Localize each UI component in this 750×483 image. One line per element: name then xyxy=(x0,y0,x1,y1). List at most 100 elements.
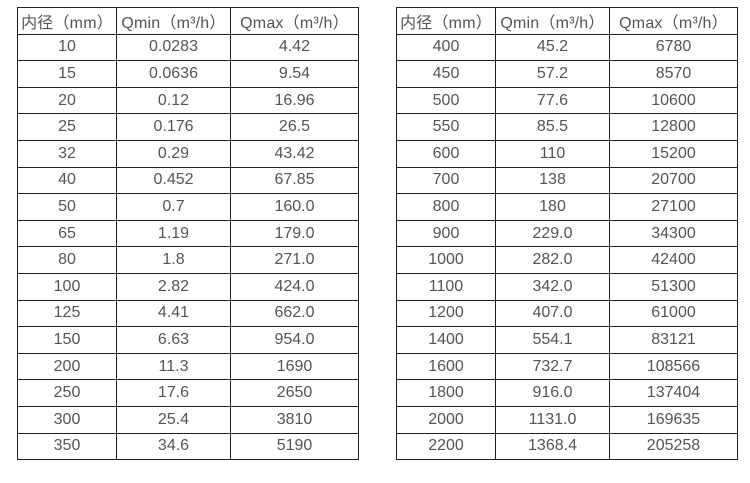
table-cell: 916.0 xyxy=(495,379,610,407)
table-cell: 550 xyxy=(396,113,496,141)
table-cell: 51300 xyxy=(609,272,738,301)
table-cell: 110 xyxy=(495,139,610,168)
table-cell: 100 xyxy=(17,272,117,301)
table-row: 80 1.8 271.0 xyxy=(17,246,359,274)
table-cell: 282.0 xyxy=(495,246,610,274)
table-row: 10 0.0283 4.42 xyxy=(17,33,359,62)
table-cell: 45.2 xyxy=(495,33,610,62)
table-cell: 34300 xyxy=(609,219,738,248)
table-cell: 10 xyxy=(17,33,117,62)
table-cell: 160.0 xyxy=(230,193,359,221)
table-cell: 11.3 xyxy=(116,352,231,381)
table-row: 40 0.452 67.85 xyxy=(17,166,359,195)
table-cell: 205258 xyxy=(609,432,738,461)
table-cell: 150 xyxy=(17,326,117,354)
table-cell: 450 xyxy=(396,60,496,88)
header-row: 内径（mm） Qmin（m³/h） Qmax（m³/h） xyxy=(17,7,359,35)
table-row: 350 34.6 5190 xyxy=(17,432,359,461)
table-cell: 2650 xyxy=(230,379,359,407)
table-cell: 800 xyxy=(396,193,496,221)
table-cell: 229.0 xyxy=(495,219,610,248)
table-row: 50 0.7 160.0 xyxy=(17,193,359,221)
header-row: 内径（mm） Qmin（m³/h） Qmax（m³/h） xyxy=(396,7,738,35)
table-row: 400 45.2 6780 xyxy=(396,33,738,62)
table-cell: 1600 xyxy=(396,352,496,381)
table-cell: 15200 xyxy=(609,139,738,168)
table-cell: 1800 xyxy=(396,379,496,407)
table-cell: 26.5 xyxy=(230,113,359,141)
column-header: Qmin（m³/h） xyxy=(495,7,610,35)
table-row: 450 57.2 8570 xyxy=(396,60,738,88)
table-cell: 40 xyxy=(17,166,117,195)
table-cell: 125 xyxy=(17,299,117,328)
table-row: 2000 1131.0 169635 xyxy=(396,405,738,434)
table-cell: 662.0 xyxy=(230,299,359,328)
table-cell: 1.8 xyxy=(116,246,231,274)
table-row: 150 6.63 954.0 xyxy=(17,326,359,354)
table-row: 125 4.41 662.0 xyxy=(17,299,359,328)
table-cell: 2000 xyxy=(396,405,496,434)
table-cell: 83121 xyxy=(609,326,738,354)
table-row: 1100 342.0 51300 xyxy=(396,272,738,301)
table-cell: 0.29 xyxy=(116,139,231,168)
table-cell: 20700 xyxy=(609,166,738,195)
table-cell: 80 xyxy=(17,246,117,274)
table-row: 25 0.176 26.5 xyxy=(17,113,359,141)
table-cell: 500 xyxy=(396,86,496,115)
table-row: 20 0.12 16.96 xyxy=(17,86,359,115)
table-row: 250 17.6 2650 xyxy=(17,379,359,407)
table-row: 1400 554.1 83121 xyxy=(396,326,738,354)
table-row: 15 0.0636 9.54 xyxy=(17,60,359,88)
table-cell: 5190 xyxy=(230,432,359,461)
table-row: 600 110 15200 xyxy=(396,139,738,168)
table-cell: 342.0 xyxy=(495,272,610,301)
table-cell: 8570 xyxy=(609,60,738,88)
table-row: 1600 732.7 108566 xyxy=(396,352,738,381)
table-cell: 16.96 xyxy=(230,86,359,115)
table-row: 1200 407.0 61000 xyxy=(396,299,738,328)
table-cell: 0.0283 xyxy=(116,33,231,62)
table-cell: 0.176 xyxy=(116,113,231,141)
table-cell: 600 xyxy=(396,139,496,168)
table-row: 1000 282.0 42400 xyxy=(396,246,738,274)
table-cell: 15 xyxy=(17,60,117,88)
flow-table-large-diameters: 内径（mm） Qmin（m³/h） Qmax（m³/h） 400 45.2 6780 450… xyxy=(396,7,738,461)
table-row: 100 2.82 424.0 xyxy=(17,272,359,301)
table-cell: 27100 xyxy=(609,193,738,221)
table-cell: 138 xyxy=(495,166,610,195)
table-row: 1800 916.0 137404 xyxy=(396,379,738,407)
table-cell: 900 xyxy=(396,219,496,248)
table-cell: 25.4 xyxy=(116,405,231,434)
table-cell: 554.1 xyxy=(495,326,610,354)
table-cell: 77.6 xyxy=(495,86,610,115)
table-cell: 732.7 xyxy=(495,352,610,381)
table-cell: 67.85 xyxy=(230,166,359,195)
table-cell: 65 xyxy=(17,219,117,248)
table-cell: 61000 xyxy=(609,299,738,328)
table-row: 800 180 27100 xyxy=(396,193,738,221)
table-cell: 407.0 xyxy=(495,299,610,328)
table-cell: 32 xyxy=(17,139,117,168)
table-row: 65 1.19 179.0 xyxy=(17,219,359,248)
column-header: Qmax（m³/h） xyxy=(230,7,359,35)
table-cell: 3810 xyxy=(230,405,359,434)
table-row: 500 77.6 10600 xyxy=(396,86,738,115)
table-cell: 1131.0 xyxy=(495,405,610,434)
table-cell: 34.6 xyxy=(116,432,231,461)
flow-table-small-diameters: 内径（mm） Qmin（m³/h） Qmax（m³/h） 10 0.0283 4.42 15… xyxy=(17,7,359,461)
table-cell: 17.6 xyxy=(116,379,231,407)
table-row: 2200 1368.4 205258 xyxy=(396,432,738,461)
table-cell: 43.42 xyxy=(230,139,359,168)
table-cell: 179.0 xyxy=(230,219,359,248)
table-row: 200 11.3 1690 xyxy=(17,352,359,381)
table-row: 900 229.0 34300 xyxy=(396,219,738,248)
table-row: 700 138 20700 xyxy=(396,166,738,195)
table-cell: 2200 xyxy=(396,432,496,461)
table-cell: 271.0 xyxy=(230,246,359,274)
table-cell: 6780 xyxy=(609,33,738,62)
table-cell: 0.452 xyxy=(116,166,231,195)
table-cell: 300 xyxy=(17,405,117,434)
table-cell: 9.54 xyxy=(230,60,359,88)
table-cell: 1400 xyxy=(396,326,496,354)
